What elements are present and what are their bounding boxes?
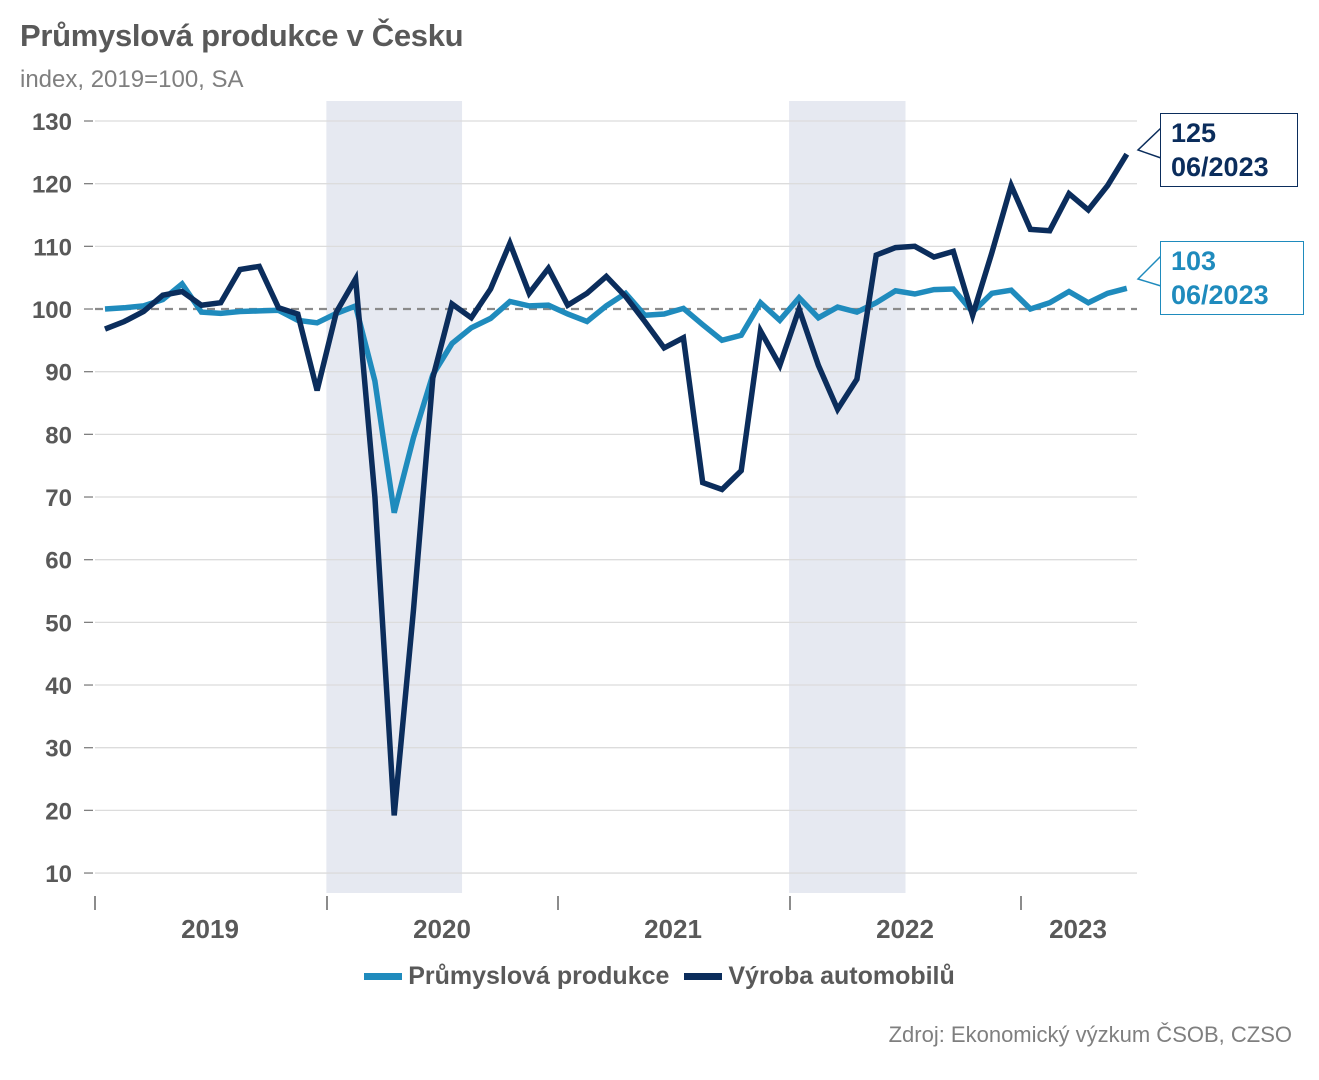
- series-lines: [103, 152, 1130, 816]
- y-tick-label: 80: [45, 422, 72, 449]
- y-tick-label: 120: [32, 172, 72, 199]
- callout-auto: 125 06/2023: [1160, 113, 1298, 187]
- y-tick-label: 50: [45, 610, 72, 637]
- chart-title: Průmyslová produkce v Česku: [20, 18, 464, 53]
- series-line: [104, 279, 1128, 514]
- legend-swatch: [684, 973, 723, 980]
- series-line: [103, 152, 1130, 816]
- x-tick-label: 2021: [644, 914, 702, 944]
- x-tick-label: 2020: [413, 914, 471, 944]
- callout-date: 06/2023: [1171, 280, 1269, 310]
- legend-swatch: [364, 973, 403, 980]
- callout-value: 103: [1171, 246, 1217, 276]
- legend-item-auto: Výroba automobilů: [684, 962, 955, 991]
- legend: Průmyslová produkce Výroba automobilů: [0, 958, 1319, 991]
- legend-item-industry: Průmyslová produkce: [364, 962, 669, 991]
- y-tick-label: 110: [33, 234, 72, 261]
- y-tick-label: 20: [45, 798, 72, 825]
- source-note: Zdroj: Ekonomický výzkum ČSOB, CZSO: [888, 1022, 1292, 1047]
- y-tick-label: 40: [45, 673, 72, 700]
- y-tick-label: 100: [32, 297, 72, 324]
- y-tick-label: 60: [45, 548, 72, 575]
- y-tick-label: 90: [45, 360, 72, 387]
- y-tick-label: 70: [45, 485, 72, 512]
- x-tick-label: 2023: [1049, 914, 1107, 944]
- callout-pointers: [1136, 127, 1162, 287]
- callout-value: 125: [1171, 118, 1217, 148]
- x-tick-label: 2019: [181, 914, 239, 944]
- gridlines: [95, 120, 1137, 874]
- x-tick-label: 2022: [876, 914, 934, 944]
- chart-subtitle: index, 2019=100, SA: [20, 66, 244, 93]
- y-tick-label: 10: [45, 861, 72, 888]
- callout-date: 06/2023: [1171, 152, 1269, 182]
- y-tick-label: 130: [32, 109, 72, 136]
- callout-industry: 103 06/2023: [1160, 241, 1304, 315]
- y-axis: 10 20 30 40 50 60 70 80 90 100 110 120 130: [32, 109, 93, 888]
- x-axis: 2019 2020 2021 2022 2023: [94, 896, 1107, 944]
- y-tick-label: 30: [45, 736, 72, 763]
